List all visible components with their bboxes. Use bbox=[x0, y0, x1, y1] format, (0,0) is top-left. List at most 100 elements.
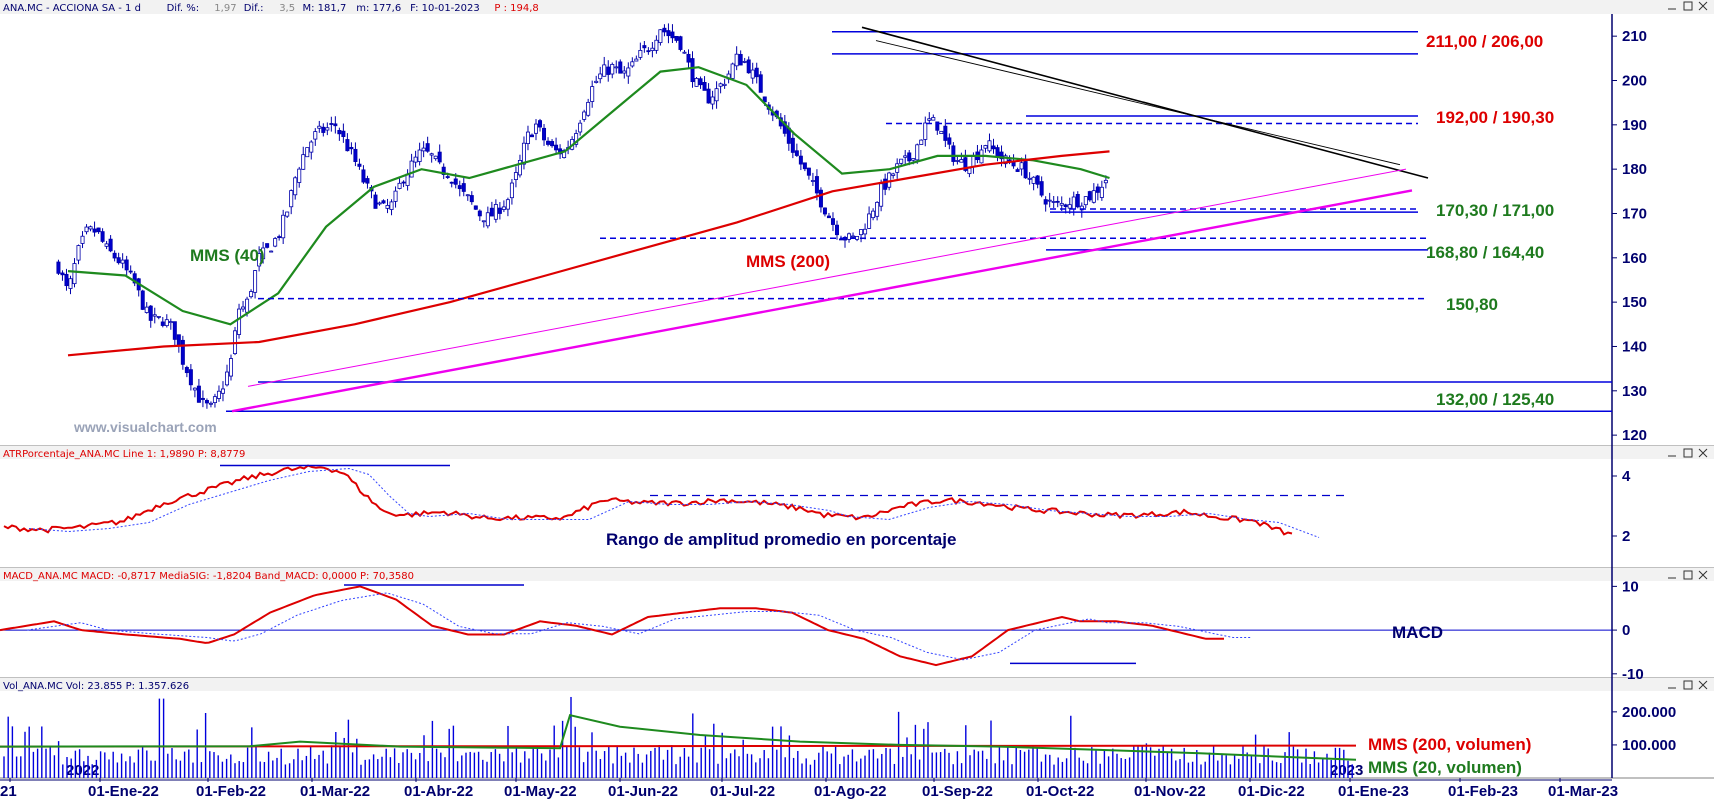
candle bbox=[955, 160, 960, 162]
close-icon[interactable] bbox=[1698, 680, 1708, 690]
candle bbox=[445, 176, 450, 178]
pane-vol-titlebar bbox=[0, 678, 1714, 691]
header-field: F: 10-01-2023 bbox=[410, 3, 480, 14]
candle bbox=[385, 205, 390, 209]
x-inline-label: 2022 bbox=[66, 762, 99, 779]
support-trendline bbox=[231, 189, 1413, 413]
close-icon[interactable] bbox=[1698, 448, 1708, 458]
candle bbox=[618, 61, 623, 74]
candle bbox=[1059, 203, 1064, 206]
mms40-line bbox=[67, 66, 1110, 326]
candle bbox=[68, 278, 73, 289]
x-tick-label: 01-Abr-22 bbox=[404, 783, 473, 799]
y-tick-label: 190 bbox=[1622, 117, 1647, 134]
candle bbox=[96, 227, 101, 233]
candle bbox=[1055, 200, 1060, 203]
candle bbox=[425, 143, 430, 152]
candle bbox=[562, 150, 567, 159]
close-icon[interactable] bbox=[1698, 1, 1708, 11]
candle bbox=[176, 334, 181, 346]
maximize-icon[interactable] bbox=[1683, 1, 1693, 11]
level-label: 168,80 / 164,40 bbox=[1426, 243, 1544, 262]
candle bbox=[1051, 201, 1056, 203]
y-tick-label: 200 bbox=[1622, 72, 1647, 89]
candle bbox=[513, 172, 518, 180]
candle bbox=[718, 83, 723, 87]
candle bbox=[1043, 199, 1048, 205]
candle bbox=[160, 321, 165, 326]
candle bbox=[939, 130, 944, 135]
candle bbox=[863, 228, 868, 235]
candle bbox=[333, 123, 338, 127]
candle bbox=[610, 64, 615, 75]
atr-header: ATRPorcentaje_ANA.MC Line 1: 1,9890 P: 8… bbox=[3, 449, 245, 460]
window-controls[interactable] bbox=[1668, 570, 1708, 580]
candle bbox=[586, 101, 591, 116]
candle bbox=[465, 194, 470, 197]
candle bbox=[927, 118, 932, 121]
mms40-label: MMS (40) bbox=[190, 246, 265, 265]
candle bbox=[634, 58, 639, 62]
candle bbox=[128, 270, 133, 273]
candle bbox=[818, 189, 823, 208]
atr-caption: Rango de amplitud promedio en porcentaje bbox=[606, 530, 956, 549]
candle bbox=[578, 122, 583, 133]
candle bbox=[1027, 177, 1032, 180]
candle bbox=[277, 236, 282, 238]
header-field: Dif. %: bbox=[167, 3, 200, 14]
x-tick-label: 01-Feb-23 bbox=[1448, 783, 1518, 799]
candle bbox=[100, 231, 105, 242]
candle bbox=[943, 125, 948, 141]
macd-line bbox=[0, 585, 1224, 667]
candle bbox=[285, 211, 290, 217]
candle bbox=[1091, 190, 1096, 203]
candle bbox=[497, 207, 502, 214]
candle bbox=[72, 263, 77, 285]
candle bbox=[273, 238, 278, 247]
x-tick-label: 01-Mar-23 bbox=[1548, 783, 1618, 799]
pane-macd-bg bbox=[0, 568, 1714, 678]
maximize-icon[interactable] bbox=[1683, 680, 1693, 690]
candle bbox=[907, 152, 912, 162]
candle bbox=[108, 238, 113, 252]
level-label: 150,80 bbox=[1446, 295, 1498, 314]
candle bbox=[1087, 191, 1092, 201]
candle bbox=[192, 387, 197, 391]
volume-header: Vol_ANA.MC Vol: 23.855 P: 1.357.626 bbox=[3, 681, 189, 692]
candle bbox=[509, 182, 514, 199]
candle bbox=[538, 120, 543, 128]
candle bbox=[859, 229, 864, 236]
candle bbox=[714, 88, 719, 102]
pane-atr-bg bbox=[0, 446, 1714, 568]
candle bbox=[144, 306, 149, 313]
candle bbox=[124, 259, 129, 271]
maximize-icon[interactable] bbox=[1683, 448, 1693, 458]
close-icon[interactable] bbox=[1698, 570, 1708, 580]
candle bbox=[686, 53, 691, 63]
window-controls[interactable] bbox=[1668, 680, 1708, 690]
candle bbox=[706, 88, 711, 104]
candle bbox=[309, 141, 314, 153]
maximize-icon[interactable] bbox=[1683, 570, 1693, 580]
y-tick-label: 160 bbox=[1622, 250, 1647, 267]
candle bbox=[433, 155, 438, 160]
window-controls[interactable] bbox=[1668, 1, 1708, 11]
candle bbox=[658, 29, 663, 43]
candle bbox=[421, 147, 426, 152]
candle bbox=[915, 144, 920, 161]
x-tick-label: 21 bbox=[0, 783, 17, 799]
candle bbox=[702, 82, 707, 91]
y-tick-label: -10 bbox=[1622, 666, 1644, 683]
x-tick-label: 01-Dic-22 bbox=[1238, 783, 1305, 799]
y-tick-label: 150 bbox=[1622, 294, 1647, 311]
window-controls[interactable] bbox=[1668, 448, 1708, 458]
candle bbox=[188, 369, 193, 386]
candle bbox=[249, 291, 254, 298]
candle bbox=[867, 213, 872, 229]
candle bbox=[614, 66, 619, 69]
candle bbox=[826, 215, 831, 219]
candle bbox=[56, 261, 61, 274]
volume-plot bbox=[0, 696, 1357, 778]
candle bbox=[417, 149, 422, 162]
